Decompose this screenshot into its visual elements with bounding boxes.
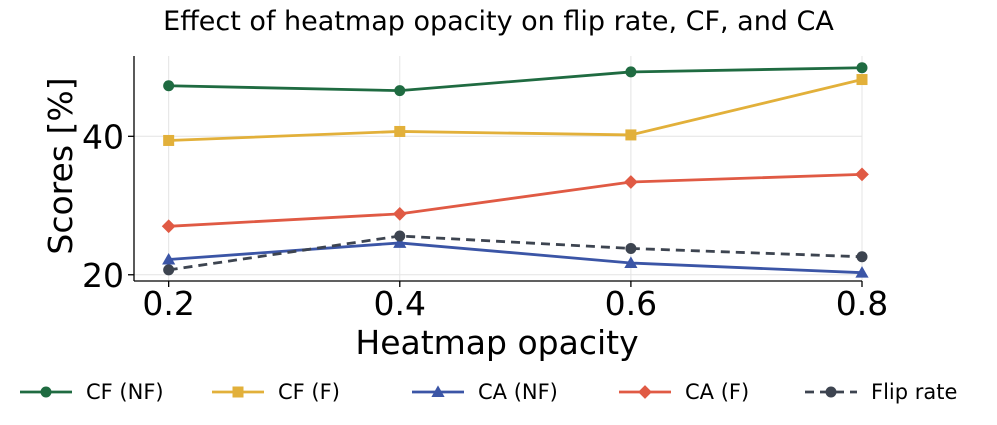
y-tick-label: 40	[82, 117, 124, 156]
ticks: 0.2 0.4 0.6 0.8 20 40	[82, 117, 888, 323]
legend-item-ca-nf: CA (NF)	[410, 372, 558, 412]
y-axis-label: Scores [%]	[41, 77, 80, 254]
legend-label: Flip rate	[871, 380, 958, 404]
series-line-cf-f	[168, 78, 863, 142]
data-point-ca-nf	[393, 236, 407, 248]
legend-swatch-cf-nf	[20, 386, 72, 398]
chart-title: Effect of heatmap opacity on flip rate, …	[163, 6, 834, 37]
data-point-flip-rate	[625, 242, 637, 254]
legend-marker-ca-nf	[431, 385, 445, 397]
data-point-flip-rate	[856, 251, 868, 263]
series-cf-nf	[163, 62, 868, 97]
data-point-flip-rate	[163, 264, 175, 276]
legend-item-ca-f: CA (F)	[617, 372, 749, 412]
legend-item-flip-rate: Flip rate	[803, 372, 957, 412]
data-point-ca-nf	[855, 266, 869, 278]
series-cf-f	[163, 74, 868, 146]
x-tick-label: 0.4	[374, 284, 426, 323]
legend-marker-cf-f	[232, 386, 244, 398]
legend-swatch-ca-nf	[412, 385, 464, 397]
legend-item-cf-nf: CF (NF)	[18, 372, 164, 412]
data-point-cf-nf	[394, 85, 406, 97]
legend-label: CA (F)	[685, 380, 750, 404]
x-tick-label: 0.6	[605, 284, 657, 323]
legend-marker-cf-nf	[40, 386, 52, 398]
x-tick-label: 0.8	[836, 284, 888, 323]
series-flip-rate	[163, 230, 868, 276]
series-line-flip-rate	[168, 234, 863, 272]
data-point-cf-f	[394, 125, 406, 137]
axes	[133, 56, 862, 282]
data-point-cf-nf	[856, 62, 868, 74]
series-line-ca-nf	[168, 241, 863, 275]
legend-swatch-ca-f	[619, 385, 671, 399]
data-point-ca-f	[392, 206, 407, 221]
data-point-ca-nf	[162, 252, 176, 265]
legend-label: CF (F)	[278, 380, 340, 404]
data-point-ca-f	[624, 175, 638, 189]
data-point-cf-f	[856, 74, 868, 86]
data-point-ca-f	[855, 167, 869, 182]
y-tick-label: 20	[82, 256, 124, 295]
series-line-cf-nf	[168, 66, 863, 93]
grid	[134, 56, 863, 281]
data-point-cf-f	[625, 129, 637, 141]
legend: CF (NF) CF (F) CA (NF) CA (F) Flip rate	[0, 372, 997, 412]
series-ca-f	[161, 167, 869, 234]
data-point-cf-f	[163, 134, 175, 146]
legend-label: CF (NF)	[86, 380, 164, 404]
series-ca-nf	[162, 236, 869, 278]
data-point-cf-nf	[625, 66, 637, 78]
legend-item-cf-f: CF (F)	[210, 372, 340, 412]
x-axis-label: Heatmap opacity	[355, 323, 638, 362]
data-point-ca-f	[161, 219, 176, 234]
data-point-flip-rate	[394, 230, 406, 242]
line-chart: 0.2 0.4 0.6 0.8 20 40 Heatmap opacity Scores …	[41, 56, 888, 362]
series-group	[161, 62, 869, 278]
data-point-cf-nf	[163, 80, 175, 92]
legend-swatch-cf-f	[212, 386, 264, 398]
legend-marker-ca-f	[638, 385, 652, 399]
legend-swatch-flip-rate	[805, 386, 857, 398]
legend-marker-flip-rate	[825, 386, 837, 398]
data-point-ca-nf	[624, 256, 638, 268]
legend-label: CA (NF)	[478, 380, 558, 404]
series-line-ca-f	[168, 172, 863, 228]
x-tick-label: 0.2	[142, 284, 194, 323]
